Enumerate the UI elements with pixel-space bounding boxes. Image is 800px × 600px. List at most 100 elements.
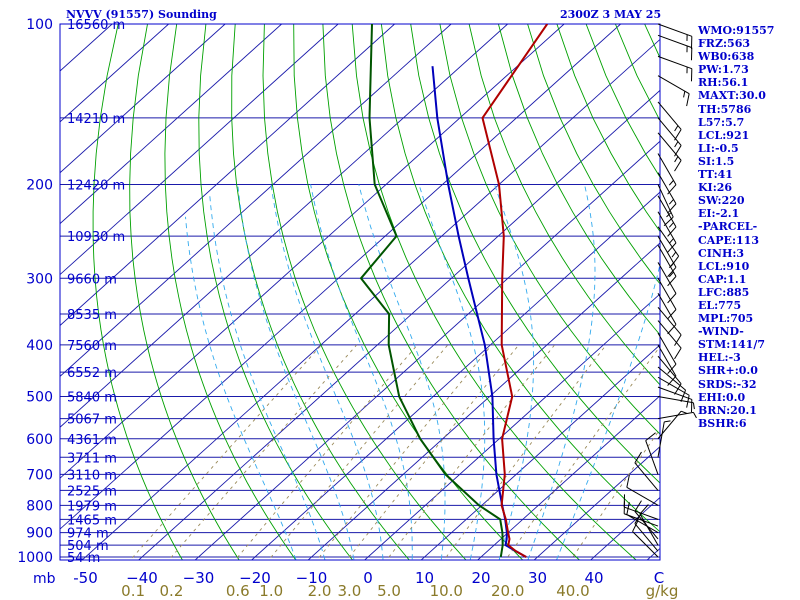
section-wind: -WIND- <box>698 325 744 339</box>
dry-adiabat-line <box>293 24 524 560</box>
dry-adiabat-line <box>322 24 581 560</box>
wind-barb <box>657 211 677 253</box>
isotherm-line <box>60 24 339 276</box>
wind-barb <box>657 306 682 346</box>
index-cap: CAP:1.1 <box>698 272 747 286</box>
wind-barb-flag <box>667 375 677 386</box>
wind-barb-shaft <box>645 440 659 475</box>
wind-barb <box>657 420 671 458</box>
wind-barb-flag <box>683 91 686 98</box>
wind-barb-shaft <box>626 486 659 506</box>
wind-barb <box>657 355 682 395</box>
moist-adiabat-line <box>310 184 413 560</box>
wind-barb <box>657 411 697 420</box>
wind-barb-flag <box>686 93 690 107</box>
wind-barb-flag <box>668 180 674 186</box>
height-label: 6552 m <box>67 366 117 381</box>
moist-adiabat-line <box>237 184 355 560</box>
wind-barb <box>626 474 659 506</box>
wind-barb <box>657 117 682 157</box>
height-label: 4361 m <box>67 433 117 448</box>
isotherm-line <box>307 242 660 560</box>
wind-barb <box>657 184 674 227</box>
wind-barbs <box>623 23 697 558</box>
wind-barb-shaft <box>657 262 677 294</box>
wind-barb-flag <box>668 199 674 205</box>
index-el: EL:775 <box>698 298 742 312</box>
temperature-tick-label: −40 <box>126 569 158 587</box>
wind-barb-flag <box>674 156 679 163</box>
index-rh: RH:56.1 <box>698 76 749 90</box>
wind-barb-flag <box>632 520 639 532</box>
wind-barb-flag <box>674 347 682 360</box>
dry-adiabat-line <box>468 24 660 386</box>
station-title: NVVV (91557) Sounding <box>66 8 217 21</box>
pressure-tick-label: 600 <box>26 432 53 448</box>
index-li: LI:-0.5 <box>698 141 739 155</box>
temperature-tick-labels: -50 −40 −30 −20 −10 0 10 20 30 40 C <box>73 569 664 587</box>
index-stm: STM:141/7 <box>698 338 765 352</box>
height-label: 10930 m <box>67 230 125 245</box>
wind-barb-shaft <box>634 511 659 540</box>
pressure-tick-label: 300 <box>26 271 53 287</box>
wind-barb-shaft <box>657 153 677 185</box>
moist-adiabat-line <box>556 262 660 560</box>
moist-adiabat-line <box>270 184 384 560</box>
isotherm-line <box>194 140 660 560</box>
wind-barb-shaft <box>657 55 692 70</box>
wind-barb-shaft <box>634 462 659 491</box>
mixing-ratio-tick-label: 0.1 <box>121 582 145 600</box>
mixing-ratio-line <box>234 344 418 560</box>
moist-adiabat-lines <box>185 184 660 560</box>
mixing-ratio-line <box>570 428 660 560</box>
dry-adiabat-line <box>92 24 183 560</box>
mixing-ratio-lines <box>129 344 660 560</box>
wind-barb-flag <box>674 125 679 132</box>
index-wmo: WMO:91557 <box>698 24 775 37</box>
wind-barb <box>632 520 659 558</box>
dry-adiabat-lines <box>92 24 660 560</box>
height-label: 1979 m <box>67 499 117 514</box>
moist-adiabat-line <box>494 184 535 560</box>
index-wb0: WB0:638 <box>698 50 755 64</box>
mixing-ratio-tick-label: 10.0 <box>430 582 463 600</box>
isotherm-line <box>363 293 660 560</box>
mixing-ratio-unit-label: g/kg <box>646 582 679 600</box>
parcel-trace <box>431 66 527 558</box>
isotherm-line <box>137 89 660 560</box>
wind-barb-shaft <box>657 34 692 49</box>
temperature-tick-label: −30 <box>183 569 215 587</box>
pressure-tick-label: 400 <box>26 338 53 354</box>
index-cape: CAPE:113 <box>698 233 759 247</box>
isotherm-line <box>60 24 226 174</box>
height-label: 12420 m <box>67 178 125 193</box>
wind-barb <box>657 262 677 304</box>
mixing-ratio-tick-label: 20.0 <box>491 582 524 600</box>
mixing-ratio-tick-label: 1.0 <box>259 582 283 600</box>
pressure-tick-labels: 100 200 300 400 500 600 700 800 900 1000 mb <box>17 17 55 587</box>
wind-barb-shaft <box>657 366 686 391</box>
wind-barb <box>623 494 659 520</box>
temperature-trace <box>481 24 549 558</box>
wind-barb-flag <box>667 276 677 287</box>
mixing-ratio-tick-label: 5.0 <box>377 582 401 600</box>
observation-time: 2300Z 3 MAY 25 <box>560 8 662 21</box>
wind-barb-shaft <box>657 226 680 257</box>
isotherm-lines <box>60 24 660 560</box>
wind-barb <box>634 451 659 491</box>
index-hel: HEL:-3 <box>698 351 741 365</box>
pressure-unit-label: mb <box>33 571 56 587</box>
wind-barb-flag <box>667 309 677 320</box>
mixing-ratio-line <box>268 344 449 560</box>
wind-barb <box>657 55 693 82</box>
isotherm-line <box>420 344 660 560</box>
wind-barb-shaft <box>657 344 677 377</box>
isotherm-line <box>533 446 660 560</box>
section-parcel: -PARCEL- <box>698 220 758 234</box>
height-label: 974 m <box>67 527 109 542</box>
height-label: 1465 m <box>67 513 117 528</box>
wind-barb-shaft <box>657 278 677 310</box>
height-label: 9660 m <box>67 272 117 287</box>
wind-barb <box>657 226 680 267</box>
pressure-tick-label: 900 <box>26 526 53 542</box>
